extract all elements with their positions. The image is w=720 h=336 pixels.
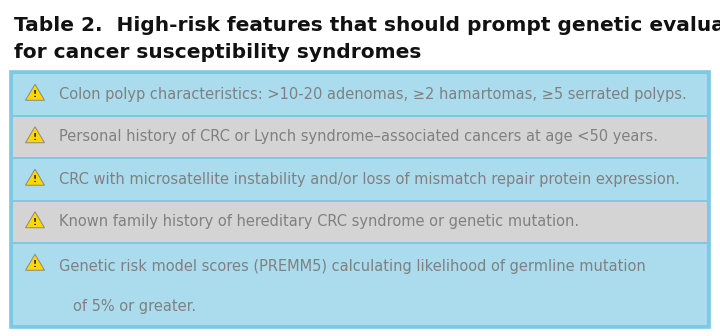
Bar [10, 71, 710, 328]
Text: !: ! [33, 90, 37, 99]
Text: for cancer susceptibility syndromes: for cancer susceptibility syndromes [14, 43, 421, 62]
Text: !: ! [33, 133, 37, 142]
Text: Personal history of CRC or Lynch syndrome–associated cancers at age <50 years.: Personal history of CRC or Lynch syndrom… [59, 129, 658, 144]
Bar [13, 244, 707, 325]
Text: CRC with microsatellite instability and/or loss of mismatch repair protein expre: CRC with microsatellite instability and/… [59, 172, 680, 187]
Text: !: ! [33, 260, 37, 269]
Polygon shape [25, 169, 45, 185]
Bar [13, 117, 707, 157]
Polygon shape [25, 84, 45, 100]
Text: Genetic risk model scores (PREMM5) calculating likelihood of germline mutation: Genetic risk model scores (PREMM5) calcu… [59, 259, 646, 274]
Text: of 5% or greater.: of 5% or greater. [73, 299, 196, 314]
Bar [13, 202, 707, 242]
Polygon shape [25, 127, 45, 143]
Polygon shape [25, 254, 45, 270]
Text: Colon polyp characteristics: >10-20 adenomas, ≥2 hamartomas, ≥5 serrated polyps.: Colon polyp characteristics: >10-20 aden… [59, 87, 687, 102]
Text: Known family history of hereditary CRC syndrome or genetic mutation.: Known family history of hereditary CRC s… [59, 214, 579, 229]
Bar [13, 74, 707, 115]
Bar [13, 159, 707, 200]
Polygon shape [25, 212, 45, 228]
Text: Table 2.  High-risk features that should prompt genetic evaluation: Table 2. High-risk features that should … [14, 16, 720, 35]
Text: !: ! [33, 175, 37, 184]
Text: !: ! [33, 218, 37, 227]
